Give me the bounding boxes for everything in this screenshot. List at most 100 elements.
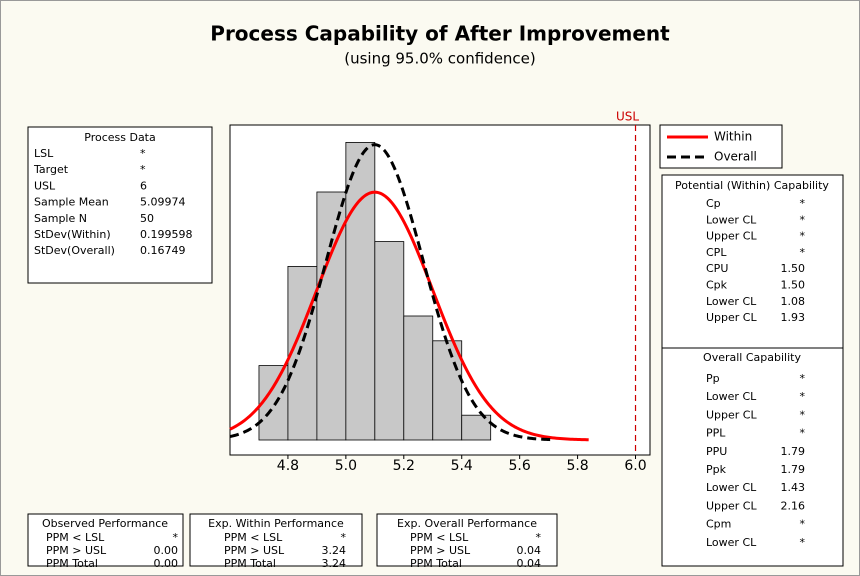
fit-curve [229, 143, 555, 442]
exp-overall-box [376, 513, 558, 567]
row-value: 0.00 [154, 557, 179, 570]
row-value: * [800, 427, 806, 440]
row-label: Cpk [706, 279, 728, 292]
row-label: Lower CL [706, 213, 757, 226]
row-value: * [536, 531, 542, 544]
row-value: 3.24 [322, 557, 347, 570]
row-value: 1.50 [781, 279, 806, 292]
fit-curve [229, 190, 589, 442]
row-value: * [800, 408, 806, 421]
x-tick-label: 5.4 [451, 458, 473, 474]
row-label: Cpm [706, 518, 731, 531]
row-label: Upper CL [706, 230, 757, 243]
row-value: * [800, 246, 806, 259]
row-value: * [800, 518, 806, 531]
row-value: * [140, 163, 146, 176]
row-value: * [140, 147, 146, 160]
row-value: 2.16 [781, 499, 806, 512]
row-value: 1.79 [781, 463, 806, 476]
histogram-bar [461, 414, 492, 441]
process-data-box [27, 126, 213, 284]
row-value: * [800, 390, 806, 403]
row-label: PPM Total [46, 557, 98, 570]
row-label: PPM Total [224, 557, 276, 570]
usl-label: USL [616, 110, 639, 124]
row-value: 0.04 [517, 557, 542, 570]
chart-title: Process Capability of After Improvement [210, 22, 670, 46]
row-label: PPM < LSL [224, 531, 283, 544]
row-value: * [173, 531, 179, 544]
row-value: 1.50 [781, 262, 806, 275]
row-label: Upper CL [706, 408, 757, 421]
row-value: 0.04 [517, 544, 542, 557]
table-title: Overall Capability [703, 351, 801, 364]
row-value: * [341, 531, 347, 544]
row-label: Target [33, 163, 69, 176]
table-title: Process Data [84, 131, 156, 144]
table-title: Exp. Within Performance [208, 517, 344, 530]
row-label: PPM > USL [46, 544, 107, 557]
potential-capability-box [661, 174, 844, 349]
row-label: Ppk [706, 463, 727, 476]
table-title: Observed Performance [42, 517, 168, 530]
histogram-bar [374, 241, 405, 441]
table-title: Potential (Within) Capability [675, 179, 829, 192]
row-label: PPM < LSL [410, 531, 469, 544]
row-value: * [800, 372, 806, 385]
row-label: PPL [706, 427, 726, 440]
row-value: * [800, 197, 806, 210]
legend-label: Within [714, 130, 752, 144]
row-label: PPM < LSL [46, 531, 105, 544]
row-value: 0.199598 [140, 228, 193, 241]
x-tick-label: 5.2 [393, 458, 415, 474]
row-label: PPM > USL [224, 544, 285, 557]
x-tick-label: 4.8 [277, 458, 299, 474]
row-label: PPM Total [410, 557, 462, 570]
x-tick-label: 5.0 [335, 458, 357, 474]
row-label: StDev(Within) [34, 228, 111, 241]
row-value: 0.00 [154, 544, 179, 557]
row-label: Lower CL [706, 536, 757, 549]
row-label: USL [34, 179, 56, 192]
legend-label: Overall [714, 150, 757, 164]
histogram-bar [258, 365, 289, 441]
row-label: PPM > USL [410, 544, 471, 557]
row-value: 6 [140, 179, 147, 192]
row-label: Lower CL [706, 390, 757, 403]
row-value: 50 [140, 212, 154, 225]
row-value: 1.79 [781, 445, 806, 458]
x-tick-label: 5.6 [509, 458, 531, 474]
row-label: LSL [34, 147, 54, 160]
exp-within-box [189, 513, 363, 567]
row-label: Lower CL [706, 481, 757, 494]
row-value: 0.16749 [140, 244, 186, 257]
row-value: 5.09974 [140, 196, 186, 209]
row-value: * [800, 536, 806, 549]
row-label: StDev(Overall) [34, 244, 115, 257]
histogram-bar [432, 340, 463, 441]
row-label: Sample N [34, 212, 87, 225]
row-label: Upper CL [706, 311, 757, 324]
row-label: Lower CL [706, 295, 757, 308]
row-label: Upper CL [706, 499, 757, 512]
observed-box [27, 513, 184, 567]
row-label: CPU [706, 262, 728, 275]
row-label: PPU [706, 445, 727, 458]
chart-subtitle: (using 95.0% confidence) [344, 50, 536, 68]
overall-capability-box [661, 347, 844, 567]
row-value: * [800, 230, 806, 243]
legend [659, 124, 783, 169]
row-label: Pp [706, 372, 720, 385]
x-tick-label: 6.0 [624, 458, 646, 474]
row-value: 1.93 [781, 311, 806, 324]
row-value: 1.43 [781, 481, 806, 494]
x-tick-label: 5.8 [566, 458, 588, 474]
row-value: 1.08 [781, 295, 806, 308]
row-label: CPL [706, 246, 727, 259]
histogram-bar [345, 141, 376, 441]
histogram-bar [287, 265, 318, 441]
histogram-bar [403, 315, 434, 441]
row-label: Sample Mean [34, 196, 109, 209]
row-value: 3.24 [322, 544, 347, 557]
